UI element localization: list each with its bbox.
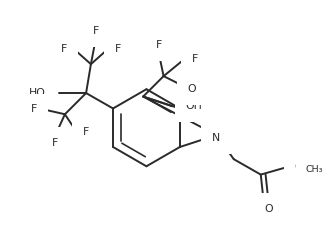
Text: CH₃: CH₃ xyxy=(305,165,323,174)
Text: F: F xyxy=(156,40,162,50)
Text: F: F xyxy=(61,44,67,54)
Text: O: O xyxy=(188,84,196,94)
Text: F: F xyxy=(83,127,89,136)
Text: N: N xyxy=(212,133,221,143)
Text: F: F xyxy=(115,44,121,54)
Text: HO: HO xyxy=(29,88,46,98)
Text: F: F xyxy=(192,54,198,64)
Text: F: F xyxy=(52,138,58,148)
Text: F: F xyxy=(93,26,99,36)
Text: O: O xyxy=(295,162,303,172)
Text: O: O xyxy=(264,204,273,214)
Text: F: F xyxy=(190,81,196,91)
Text: F: F xyxy=(31,105,37,114)
Text: OH: OH xyxy=(185,101,203,111)
